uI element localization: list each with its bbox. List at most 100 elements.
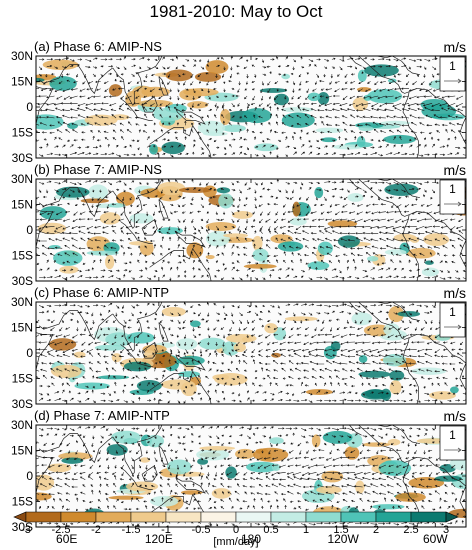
- wind-arrow: [362, 442, 365, 447]
- wind-arrow: [239, 434, 243, 437]
- wind-arrow: [431, 189, 436, 194]
- wind-arrow: [116, 521, 120, 525]
- wind-arrow: [167, 179, 171, 183]
- wind-arrow: [378, 464, 387, 469]
- wind-arrow: [206, 129, 209, 133]
- wind-arrow: [60, 74, 64, 79]
- wind-arrow: [259, 218, 263, 224]
- wind-arrow: [443, 476, 448, 480]
- wind-arrow: [325, 360, 333, 365]
- wind-arrow: [393, 136, 396, 141]
- wind-arrow: [324, 277, 329, 280]
- wind-arrow: [38, 305, 45, 308]
- wind-arrow: [97, 499, 101, 502]
- anomaly-shading: [198, 337, 226, 350]
- wind-arrow: [243, 152, 248, 156]
- wind-arrow: [161, 349, 164, 352]
- wind-arrow: [403, 341, 410, 345]
- wind-arrow: [420, 204, 425, 207]
- wind-arrow: [281, 122, 286, 126]
- wind-arrow: [304, 318, 309, 322]
- wind-arrow: [212, 450, 217, 454]
- wind-arrow: [439, 497, 442, 502]
- wind-arrow: [182, 181, 186, 184]
- wind-arrow: [214, 275, 217, 278]
- wind-arrow: [168, 327, 171, 331]
- wind-arrow: [158, 95, 163, 100]
- wind-arrow: [362, 194, 366, 198]
- wind-arrow: [54, 433, 58, 436]
- wind-arrow: [365, 211, 371, 214]
- wind-arrow: [53, 196, 57, 201]
- wind-arrow: [231, 188, 236, 192]
- wind-arrow: [262, 391, 267, 394]
- wind-arrow: [316, 304, 323, 307]
- wind-arrow: [447, 399, 452, 403]
- wind-arrow: [331, 139, 336, 142]
- wind-arrow: [356, 491, 363, 495]
- wind-arrow: [332, 349, 340, 352]
- wind-arrow: [333, 238, 340, 242]
- wind-arrow: [136, 88, 140, 92]
- wind-arrow: [39, 333, 47, 337]
- wind-arrow: [153, 366, 157, 372]
- wind-arrow: [170, 58, 175, 61]
- wind-arrow: [197, 303, 201, 307]
- wind-arrow: [346, 218, 356, 222]
- wind-arrow: [436, 130, 440, 133]
- wind-arrow: [192, 457, 195, 463]
- wind-arrow: [46, 505, 50, 510]
- wind-arrow: [460, 384, 463, 388]
- wind-arrow: [45, 225, 55, 229]
- wind-arrow: [153, 450, 156, 455]
- wind-arrow: [36, 247, 40, 249]
- wind-arrow: [308, 145, 313, 148]
- wind-arrow: [79, 333, 86, 336]
- wind-arrow: [349, 95, 356, 99]
- wind-arrow: [265, 368, 271, 372]
- wind-arrow: [362, 341, 371, 344]
- wind-arrow: [207, 59, 210, 64]
- wind-arrow: [190, 251, 194, 256]
- wind-arrow: [289, 384, 294, 387]
- wind-arrow: [230, 312, 234, 317]
- wind-arrow: [86, 226, 94, 230]
- wind-arrow: [177, 312, 181, 317]
- wind-arrow: [251, 269, 256, 273]
- wind-arrow: [145, 464, 148, 470]
- lat-tick-label: 15N: [11, 75, 33, 89]
- wind-arrow: [324, 426, 331, 430]
- wind-arrow: [272, 349, 279, 353]
- wind-arrow: [378, 267, 384, 271]
- wind-arrow: [169, 251, 173, 256]
- wind-arrow: [251, 349, 256, 354]
- wind-arrow: [362, 464, 371, 467]
- wind-arrow: [361, 258, 364, 264]
- wind-arrow: [46, 275, 53, 279]
- wind-arrow: [167, 261, 171, 264]
- wind-arrow: [77, 434, 82, 437]
- wind-arrow: [75, 450, 78, 455]
- wind-arrow: [276, 147, 279, 150]
- wind-arrow: [362, 115, 371, 119]
- wind-arrow: [293, 399, 300, 403]
- wind-arrow: [103, 355, 109, 358]
- wind-arrow: [387, 341, 394, 345]
- wind-arrow: [254, 204, 257, 209]
- wind-arrow: [261, 81, 265, 86]
- wind-arrow: [221, 434, 225, 437]
- wind-arrow: [198, 472, 202, 477]
- wind-arrow: [339, 270, 342, 274]
- wind-arrow: [246, 105, 250, 111]
- wind-arrow: [243, 138, 248, 141]
- wind-arrow: [336, 318, 340, 321]
- wind-arrow: [312, 88, 317, 92]
- wind-arrow: [334, 203, 340, 207]
- coastlines: [36, 302, 466, 404]
- wind-arrow: [43, 81, 47, 85]
- wind-arrow: [338, 362, 348, 365]
- wind-arrow: [197, 392, 201, 395]
- wind-arrow: [182, 73, 186, 76]
- wind-arrow: [254, 154, 259, 157]
